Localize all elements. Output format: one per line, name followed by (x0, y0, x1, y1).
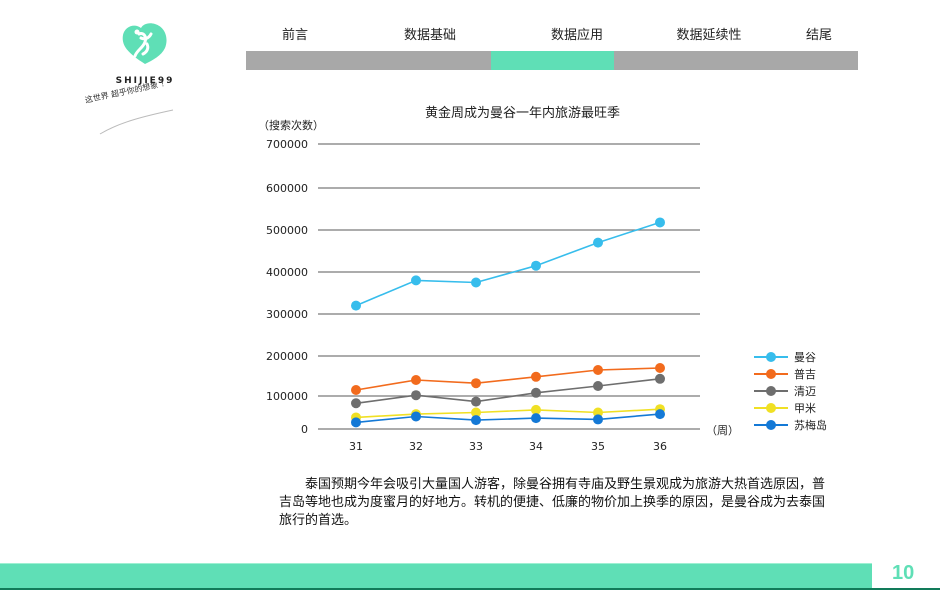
svg-text:200000: 200000 (266, 350, 308, 363)
nav-item-data-continuity[interactable]: 数据延续性 (676, 28, 742, 43)
legend-item-krabi: 甲米 (754, 399, 827, 416)
chart-legend: 曼谷 普吉 清迈 甲米 苏梅岛 (754, 348, 827, 433)
svg-text:35: 35 (591, 440, 605, 453)
svg-text:31: 31 (349, 440, 363, 453)
legend-item-koh-samui: 苏梅岛 (754, 416, 827, 433)
legend-line-marker-icon (754, 402, 788, 413)
legend-line-marker-icon (754, 368, 788, 379)
page-number: 10 (892, 562, 915, 584)
svg-text:300000: 300000 (266, 308, 308, 321)
legend-line-marker-icon (754, 351, 788, 362)
brand-logo: SHIJIE99 (100, 22, 190, 86)
x-axis-unit: （周） (706, 424, 739, 437)
swoosh-decoration (99, 109, 174, 135)
svg-text:500000: 500000 (266, 224, 308, 237)
svg-text:600000: 600000 (266, 182, 308, 195)
svg-text:32: 32 (409, 440, 423, 453)
legend-line-marker-icon (754, 419, 788, 430)
footer-line (0, 588, 940, 590)
svg-text:34: 34 (529, 440, 543, 453)
y-axis-ticks: 0 100000 200000 300000 400000 500000 600000 700… (266, 138, 308, 436)
nav-active-indicator (491, 51, 614, 70)
nav-item-data-application[interactable]: 数据应用 (550, 28, 603, 43)
nav-item-preface[interactable]: 前言 (281, 28, 308, 43)
legend-item-bangkok: 曼谷 (754, 348, 827, 365)
svg-text:700000: 700000 (266, 138, 308, 151)
y-axis-unit: （搜索次数） (258, 119, 324, 132)
section-nav: 前言 数据基础 数据应用 数据延续性 结尾 (246, 26, 858, 70)
svg-text:0: 0 (301, 423, 308, 436)
legend-item-phuket: 普吉 (754, 365, 827, 382)
legend-line-marker-icon (754, 385, 788, 396)
brand-name: SHIJIE99 (115, 76, 175, 86)
footer-bar (0, 563, 872, 590)
svg-text:400000: 400000 (266, 266, 308, 279)
svg-text:100000: 100000 (266, 390, 308, 403)
svg-text:36: 36 (653, 440, 667, 453)
chart-series (351, 217, 665, 428)
heart-leaf-logo-icon (122, 23, 167, 64)
description-paragraph: 泰国预期今年会吸引大量国人游客，除曼谷拥有寺庙及野生景观成为旅游大热首选原因，普… (279, 477, 826, 528)
legend-item-chiangmai: 清迈 (754, 382, 827, 399)
chart-title: 黄金周成为曼谷一年内旅游最旺季 (425, 106, 621, 121)
nav-item-data-basics[interactable]: 数据基础 (403, 28, 456, 43)
x-axis-ticks: 31 32 33 34 35 36 (349, 440, 667, 453)
nav-item-ending[interactable]: 结尾 (805, 28, 832, 43)
svg-text:33: 33 (469, 440, 483, 453)
